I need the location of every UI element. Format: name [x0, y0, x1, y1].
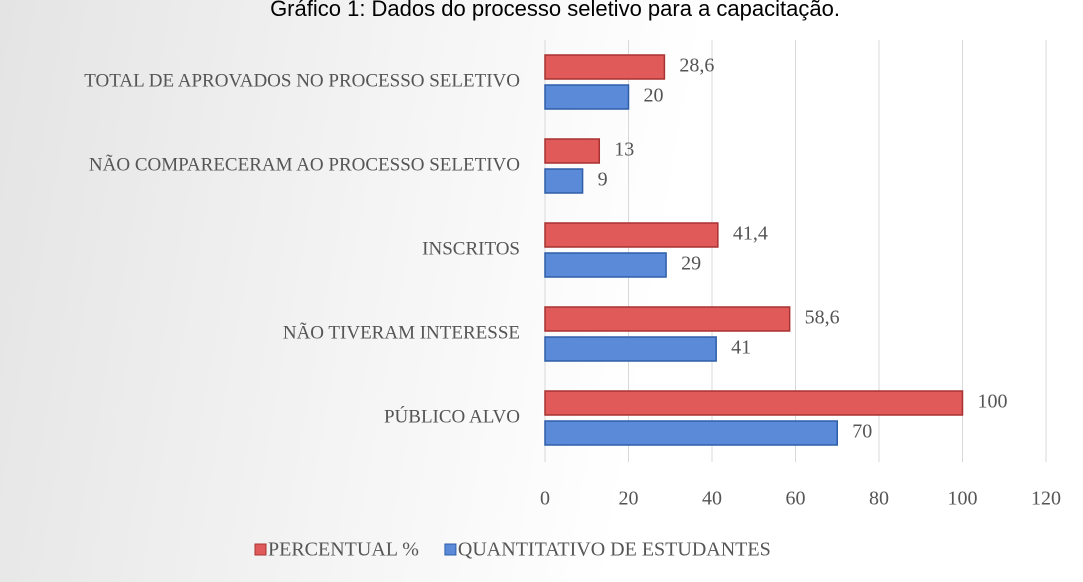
chart-title: Gráfico 1: Dados do processo seletivo pa… — [270, 0, 840, 21]
bar — [545, 139, 599, 163]
value-label: 70 — [852, 421, 872, 443]
value-label: 100 — [978, 391, 1008, 413]
bar — [545, 307, 790, 331]
bar — [545, 421, 837, 445]
x-tick-label: 60 — [786, 488, 806, 510]
chart: Gráfico 1: Dados do processo seletivo pa… — [0, 0, 1083, 582]
bar — [545, 337, 716, 361]
value-label: 9 — [598, 169, 608, 191]
value-label: 41 — [731, 337, 751, 359]
legend-swatch — [445, 544, 456, 555]
category-label: NÃO COMPARECERAM AO PROCESSO SELETIVO — [89, 154, 520, 179]
bar — [545, 253, 666, 277]
x-tick-label: 80 — [869, 488, 889, 510]
category-label: INSCRITOS — [422, 238, 520, 263]
category-label: TOTAL DE APROVADOS NO PROCESSO SELETIVO — [84, 70, 520, 95]
value-label: 58,6 — [805, 307, 840, 329]
value-label: 20 — [644, 85, 664, 107]
bar — [545, 55, 664, 79]
x-tick-label: 120 — [1031, 488, 1061, 510]
legend-label: PERCENTUAL % — [268, 539, 419, 561]
value-label: 13 — [614, 139, 634, 161]
bar — [545, 169, 583, 193]
x-tick-label: 40 — [702, 488, 722, 510]
category-label: NÃO TIVERAM INTERESSE — [283, 322, 520, 347]
category-label: PÚBLICO ALVO — [384, 406, 520, 431]
x-tick-label: 100 — [948, 488, 978, 510]
bar — [545, 223, 718, 247]
bar — [545, 85, 629, 109]
bar — [545, 391, 963, 415]
x-tick-label: 0 — [540, 488, 550, 510]
legend-label: QUANTITATIVO DE ESTUDANTES — [458, 539, 771, 561]
x-tick-label: 20 — [619, 488, 639, 510]
value-label: 29 — [681, 253, 701, 275]
value-label: 28,6 — [679, 55, 714, 77]
legend-swatch — [255, 544, 266, 555]
value-label: 41,4 — [733, 223, 768, 245]
